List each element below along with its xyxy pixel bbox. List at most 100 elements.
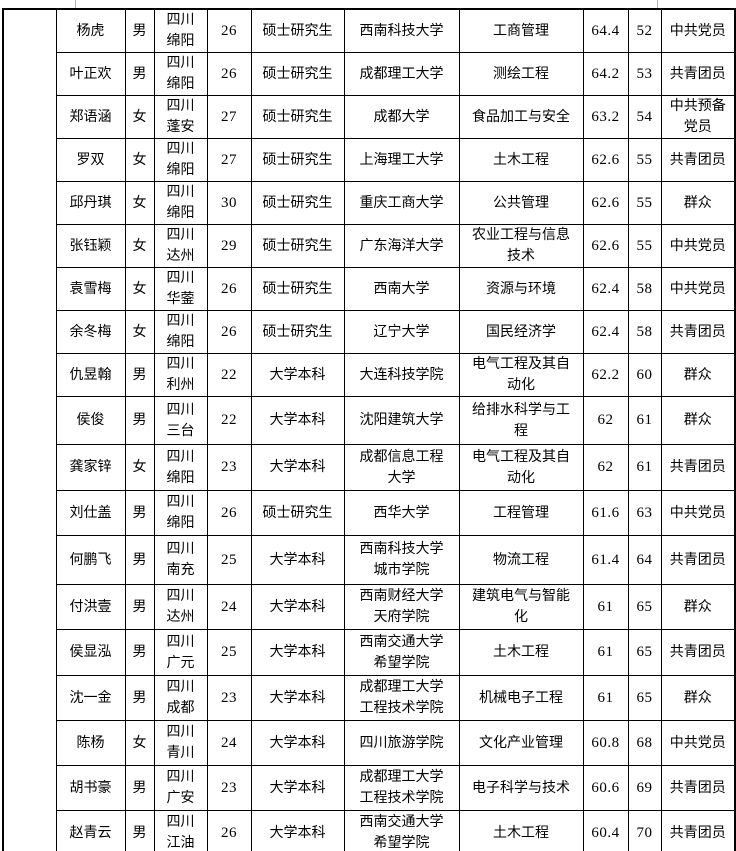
cell-name: 胡书豪 — [55, 765, 126, 811]
cell-gender: 男 — [124, 584, 155, 630]
cell-age: 25 — [206, 629, 252, 676]
cell-name: 张钰颖 — [55, 224, 126, 268]
cell-major: 土木工程 — [458, 810, 584, 851]
cell-place: 四川 华蓥 — [153, 267, 208, 311]
cell-rank: 58 — [627, 267, 662, 311]
cell-place: 四川 江油 — [153, 810, 208, 851]
table-row: 叶正欢男四川 绵阳 26 硕士研究生 成都理工大学 测绘工程 64.2 53 共青团员 — [3, 52, 736, 96]
cell-name: 龚家锌 — [55, 444, 126, 491]
table-container: 杨虎男四川 绵阳 26 硕士研究生 西南科技大学 工商管理 64.4 52 中共党员 叶正欢男四… — [2, 8, 736, 851]
cell-rank: 70 — [627, 810, 662, 851]
cell-political: 共青团员 — [660, 138, 736, 182]
cell-gender: 女 — [124, 720, 155, 766]
cell-political: 中共党员 — [660, 224, 736, 268]
cropped-gridline-stub — [75, 0, 76, 8]
cell-political: 群众 — [660, 675, 736, 721]
table-row: 郑语涵女四川 蓬安 27 硕士研究生 成都大学 食品加工与安全 63.2 54 中共预备 党员 — [3, 95, 736, 139]
cell-rank: 55 — [627, 224, 662, 268]
cell-score: 64.2 — [582, 52, 629, 96]
cell-major: 物流工程 — [458, 535, 584, 585]
cell-education: 硕士研究生 — [250, 95, 345, 139]
cell-name: 罗双 — [55, 138, 126, 182]
cell-name: 郑语涵 — [55, 95, 126, 139]
cell-place: 四川 利州 — [153, 353, 208, 397]
cell-score: 61 — [582, 675, 629, 721]
cell-score: 61.4 — [582, 535, 629, 585]
cell-political: 中共预备 党员 — [660, 95, 736, 139]
cell-education: 大学本科 — [250, 444, 345, 491]
cell-university: 大连科技学院 — [343, 353, 460, 397]
cell-education: 大学本科 — [250, 535, 345, 585]
cell-major: 土木工程 — [458, 138, 584, 182]
cell-score: 63.2 — [582, 95, 629, 139]
cell-university: 西南交通大学 希望学院 — [343, 810, 460, 851]
cell-political: 共青团员 — [660, 629, 736, 676]
cell-education: 硕士研究生 — [250, 8, 345, 53]
cell-rank: 55 — [627, 181, 662, 225]
cell-gender: 男 — [124, 765, 155, 811]
cell-place: 四川 绵阳 — [153, 444, 208, 491]
cell-name: 杨虎 — [55, 8, 126, 53]
cell-name: 侯俊 — [55, 396, 126, 445]
cell-place: 四川 广元 — [153, 629, 208, 676]
candidate-score-table: 杨虎男四川 绵阳 26 硕士研究生 西南科技大学 工商管理 64.4 52 中共党员 叶正欢男四… — [2, 8, 736, 851]
cell-place: 四川 蓬安 — [153, 95, 208, 139]
cell-education: 大学本科 — [250, 810, 345, 851]
cell-rank: 64 — [627, 535, 662, 585]
cell-rank: 58 — [627, 310, 662, 354]
cell-education: 大学本科 — [250, 353, 345, 397]
cell-gender: 男 — [124, 396, 155, 445]
cropped-gridline-stub — [657, 0, 658, 8]
cell-name: 仇昱翰 — [55, 353, 126, 397]
cell-political: 群众 — [660, 353, 736, 397]
table-row: 袁雪梅女四川 华蓥 26 硕士研究生 西南大学 资源与环境 62.4 58 中共党员 — [3, 267, 736, 311]
cell-major: 电气工程及其自 动化 — [458, 444, 584, 491]
cell-major: 工程管理 — [458, 490, 584, 536]
cell-name: 付洪壹 — [55, 584, 126, 630]
cell-age: 23 — [206, 444, 252, 491]
cell-rank: 63 — [627, 490, 662, 536]
cell-age: 23 — [206, 675, 252, 721]
cell-age: 25 — [206, 535, 252, 585]
cell-score: 60.6 — [582, 765, 629, 811]
cell-rank: 61 — [627, 444, 662, 491]
cell-political: 中共党员 — [660, 8, 736, 53]
cell-place: 四川 绵阳 — [153, 138, 208, 182]
cell-age: 27 — [206, 95, 252, 139]
cell-political: 共青团员 — [660, 765, 736, 811]
cell-education: 硕士研究生 — [250, 138, 345, 182]
cell-rank: 60 — [627, 353, 662, 397]
cell-age: 22 — [206, 396, 252, 445]
cell-education: 硕士研究生 — [250, 224, 345, 268]
cell-education: 大学本科 — [250, 765, 345, 811]
cell-education: 大学本科 — [250, 675, 345, 721]
cell-university: 沈阳建筑大学 — [343, 396, 460, 445]
table-row: 陈杨女四川 青川 24 大学本科 四川旅游学院 文化产业管理 60.8 68 中共党员 — [3, 720, 736, 766]
cell-place: 四川 绵阳 — [153, 310, 208, 354]
cell-political: 中共党员 — [660, 720, 736, 766]
cell-university: 成都理工大学 工程技术学院 — [343, 765, 460, 811]
cell-age: 23 — [206, 765, 252, 811]
cell-university: 成都理工大学 工程技术学院 — [343, 675, 460, 721]
table-body: 杨虎男四川 绵阳 26 硕士研究生 西南科技大学 工商管理 64.4 52 中共党员 叶正欢男四… — [3, 8, 736, 851]
cell-major: 机械电子工程 — [458, 675, 584, 721]
cell-education: 硕士研究生 — [250, 52, 345, 96]
cell-major: 测绘工程 — [458, 52, 584, 96]
cell-place: 四川 达州 — [153, 224, 208, 268]
cell-political: 群众 — [660, 584, 736, 630]
cell-name: 赵青云 — [55, 810, 126, 851]
cell-political: 共青团员 — [660, 810, 736, 851]
table-row: 罗双女四川 绵阳 27 硕士研究生 上海理工大学 土木工程 62.6 55 共青团员 — [3, 138, 736, 182]
cell-political: 共青团员 — [660, 52, 736, 96]
cell-name: 袁雪梅 — [55, 267, 126, 311]
cell-place: 四川 南充 — [153, 535, 208, 585]
cell-university: 西南大学 — [343, 267, 460, 311]
cell-gender: 男 — [124, 810, 155, 851]
cell-score: 62.6 — [582, 181, 629, 225]
cell-place: 四川 绵阳 — [153, 8, 208, 53]
table-row: 张钰颖女四川 达州 29 硕士研究生 广东海洋大学 农业工程与信息 技术 62.6 55 中共… — [3, 224, 736, 268]
cell-gender: 女 — [124, 224, 155, 268]
cell-rank: 65 — [627, 675, 662, 721]
table-row: 邱丹琪女四川 绵阳 30 硕士研究生 重庆工商大学 公共管理 62.6 55 群众 — [3, 181, 736, 225]
cell-age: 30 — [206, 181, 252, 225]
